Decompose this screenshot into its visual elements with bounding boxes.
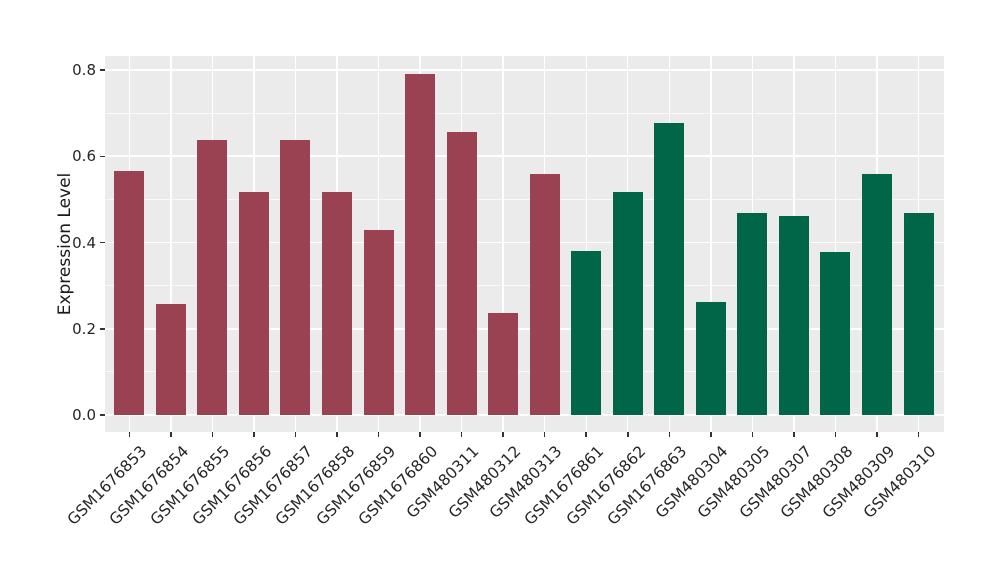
bar-GSM480311 xyxy=(446,132,477,415)
bar-GSM480307 xyxy=(778,215,809,415)
bar-GSM480308 xyxy=(820,251,851,415)
x-tick-mark xyxy=(419,432,421,437)
x-tick-mark xyxy=(834,432,837,437)
bar-GSM1676861 xyxy=(571,250,602,415)
x-tick-mark xyxy=(294,432,297,437)
gridline-major-x xyxy=(170,56,172,432)
gridline-major-y xyxy=(105,241,944,244)
x-tick-mark xyxy=(543,432,546,437)
gridline-minor-y xyxy=(105,112,944,114)
y-tick-label: 0.4 xyxy=(72,233,96,252)
y-tick-label: 0.6 xyxy=(72,147,96,166)
bar-GSM480313 xyxy=(529,174,560,415)
x-tick-mark xyxy=(627,432,629,437)
bar-GSM480312 xyxy=(488,312,519,415)
bar-GSM480309 xyxy=(862,173,893,415)
gridline-major-x xyxy=(710,56,712,432)
gridline-major-y xyxy=(105,155,944,158)
bar-GSM1676857 xyxy=(280,139,311,415)
y-tick-label: 0.8 xyxy=(72,61,96,79)
x-tick-mark xyxy=(793,432,795,437)
x-tick-mark xyxy=(460,432,463,437)
bar-GSM1676858 xyxy=(322,191,352,415)
bar-GSM1676863 xyxy=(654,123,685,415)
gridline-major-x xyxy=(834,56,837,432)
x-tick-mark xyxy=(377,432,380,437)
bar-GSM1676856 xyxy=(238,191,269,415)
x-tick-mark xyxy=(585,432,587,437)
plot-panel xyxy=(105,56,944,432)
gridline-minor-y xyxy=(105,285,944,287)
y-tick-mark xyxy=(100,241,105,244)
y-tick-mark xyxy=(100,328,105,330)
y-tick-label: 0.2 xyxy=(72,319,96,338)
gridline-major-y xyxy=(105,327,944,330)
bar-GSM1676854 xyxy=(155,304,186,415)
y-tick-mark xyxy=(100,155,105,157)
x-tick-mark xyxy=(668,432,671,437)
bar-GSM1676860 xyxy=(405,74,436,415)
gridline-major-x xyxy=(585,56,587,432)
x-tick-mark xyxy=(917,432,920,437)
gridline-major-x xyxy=(502,56,504,432)
x-tick-mark xyxy=(751,432,754,437)
gridline-major-y xyxy=(105,69,944,71)
bar-GSM480304 xyxy=(695,302,726,415)
bar-GSM480305 xyxy=(737,212,768,415)
x-tick-mark xyxy=(128,432,131,437)
y-tick-mark xyxy=(100,414,105,416)
bar-GSM1676859 xyxy=(363,230,394,415)
bar-GSM480310 xyxy=(903,212,934,415)
x-tick-mark xyxy=(710,432,712,437)
x-tick-mark xyxy=(876,432,878,437)
x-tick-mark xyxy=(170,432,172,437)
x-tick-mark xyxy=(336,432,338,437)
gridline-minor-y xyxy=(105,371,944,373)
y-tick-label: 0.0 xyxy=(72,406,96,424)
x-tick-mark xyxy=(253,432,255,437)
y-tick-mark xyxy=(100,69,105,71)
gridline-major-y xyxy=(105,414,944,416)
bar-GSM1676862 xyxy=(612,191,643,415)
gridline-minor-y xyxy=(105,198,944,200)
x-tick-mark xyxy=(211,432,214,437)
bar-GSM1676853 xyxy=(114,171,145,415)
bar-GSM1676855 xyxy=(197,139,228,415)
x-tick-mark xyxy=(502,432,504,437)
